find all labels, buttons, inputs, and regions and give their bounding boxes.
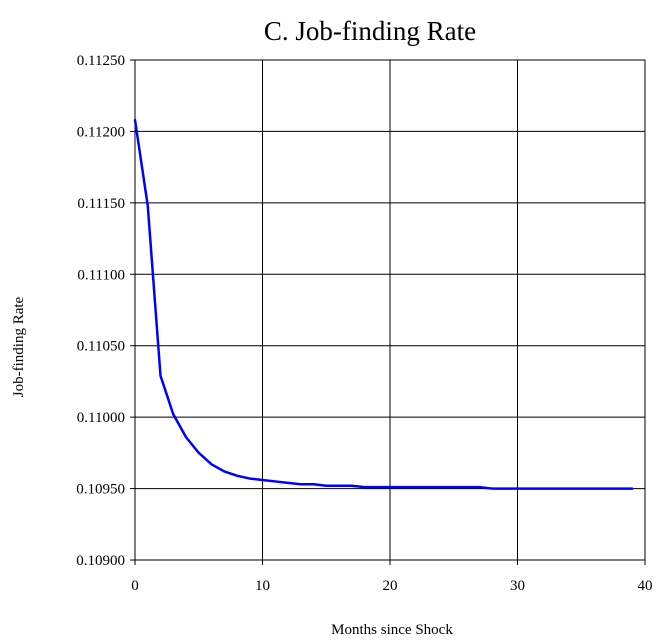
x-tick-label: 30 — [510, 578, 525, 594]
chart-title: C. Job-finding Rate — [264, 16, 476, 46]
x-tick-label: 10 — [255, 578, 270, 594]
y-tick-label: 0.10900 — [76, 553, 125, 569]
grid-lines — [134, 59, 646, 561]
y-tick-label: 0.11200 — [77, 124, 125, 140]
x-tick-label: 0 — [131, 578, 139, 594]
y-tick-label: 0.11050 — [77, 339, 125, 355]
x-axis-ticks: 0 10 20 30 40 — [131, 560, 653, 594]
y-tick-label: 0.11100 — [77, 267, 125, 283]
y-tick-label: 0.11000 — [77, 410, 125, 426]
y-axis-title: Job-finding Rate — [11, 296, 27, 397]
y-tick-label: 0.11150 — [77, 196, 125, 212]
y-axis-ticks: 0.10900 0.10950 0.11000 0.11050 0.11100 0.111… — [76, 53, 135, 569]
series-layer — [133, 118, 634, 490]
y-tick-label: 0.11250 — [77, 53, 125, 69]
x-tick-label: 40 — [638, 578, 653, 594]
series-line — [133, 118, 634, 490]
x-axis-title: Months since Shock — [331, 622, 453, 638]
y-tick-label: 0.10950 — [76, 482, 125, 498]
x-tick-label: 20 — [383, 578, 398, 594]
